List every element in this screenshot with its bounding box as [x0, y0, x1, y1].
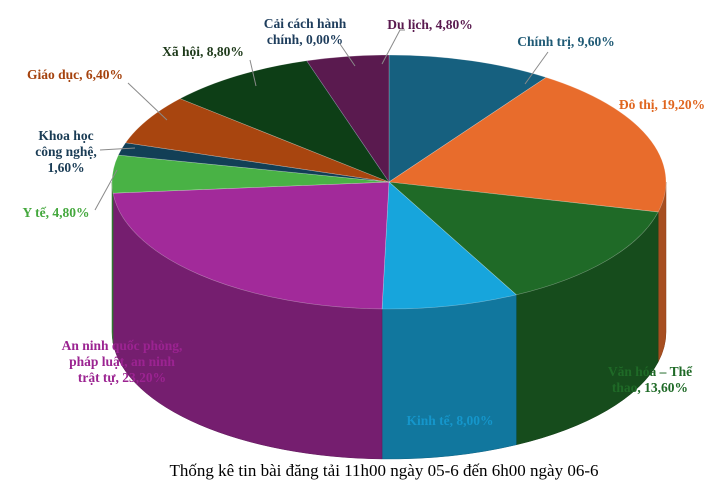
slice-label-cai-cach-hanh-chinh: Cải cách hành chính, 0,00% [264, 16, 347, 47]
slice-label-du-lich: Du lịch, 4,80% [387, 17, 473, 32]
slice-label-an-ninh-quoc-phong-phap-luat-an-ninh-trat-tu: An ninh quốc phòng, pháp luật, an ninh trậ… [62, 338, 183, 385]
leader-line-giao-duc [127, 82, 168, 121]
leader-lines [94, 29, 549, 211]
leader-line-xa-hoi [249, 59, 257, 87]
slice-labels: Chính trị, 9,60% Đô thị, 19,20% Văn hóa – … [23, 16, 706, 428]
leader-line-khoa-hoc-cong-nghe [99, 147, 136, 151]
slice-label-y-te: Y tế, 4,80% [23, 205, 90, 220]
slice-side-kinh-te [381, 294, 517, 460]
slice-label-chinh-tri: Chính trị, 9,60% [517, 34, 615, 49]
slice-van-hoa-the-thao [388, 181, 659, 296]
slice-label-van-hoa-the-thao: Văn hóa – Thể thao, 13,60% [608, 364, 693, 395]
slice-label-kinh-te: Kinh tế, 8,00% [406, 413, 493, 428]
slice-giao-duc [125, 98, 390, 183]
slice-label-do-thi: Đô thị, 19,20% [619, 97, 705, 112]
pie-depth [111, 181, 667, 460]
slice-kinh-te [381, 181, 517, 310]
slice-do-thi [388, 77, 667, 213]
chart-title: Thống kê tin bài đăng tải 11h00 ngày 05-… [169, 461, 598, 480]
slice-an-ninh-quoc-phong-phap-luat-an-ninh-trat-tu [112, 181, 390, 310]
slice-side-y-te [111, 181, 114, 344]
leader-line-cai-cach-hanh-chinh [339, 43, 356, 67]
slice-label-giao-duc: Giáo dục, 6,40% [27, 67, 123, 82]
slice-y-te [111, 154, 390, 194]
slice-label-xa-hoi: Xã hội, 8,80% [162, 44, 244, 59]
pie-slices [111, 54, 667, 310]
leader-line-du-lich [381, 29, 405, 65]
leader-line-y-te [94, 169, 118, 211]
slice-chinh-tri [388, 54, 547, 183]
slice-label-khoa-hoc-cong-nghe: Khoa học công nghệ, 1,60% [35, 128, 97, 175]
leader-line-chinh-tri [524, 51, 549, 85]
slice-cai-cach-hanh-chinh [306, 60, 390, 183]
slice-xa-hoi [179, 60, 390, 183]
slice-du-lich [306, 54, 390, 183]
